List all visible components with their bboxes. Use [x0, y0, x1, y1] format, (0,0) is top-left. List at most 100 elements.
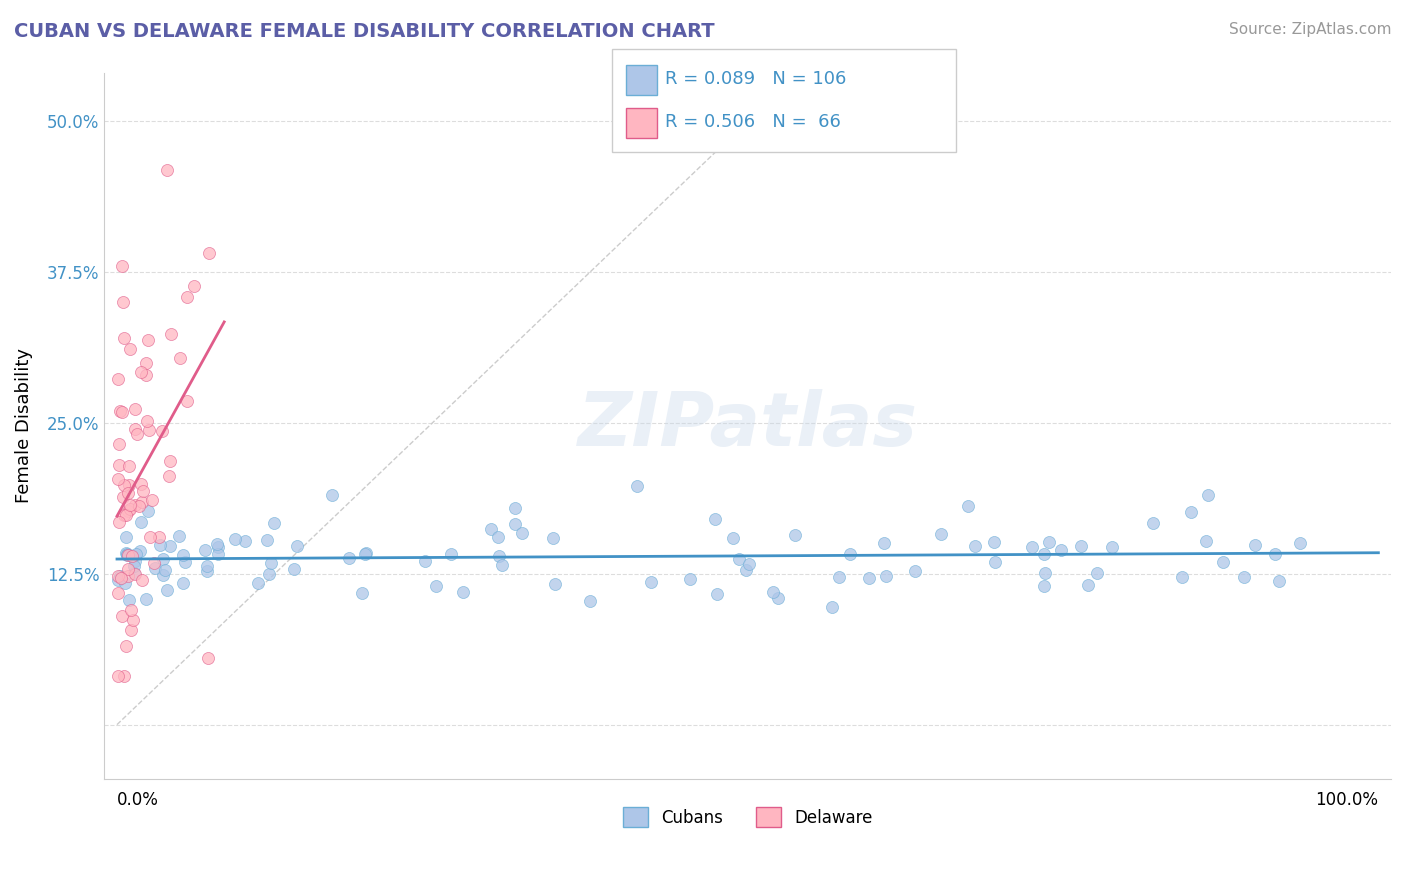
Point	[579, 593, 602, 607]
Point	[112, 669, 135, 683]
Point	[821, 600, 844, 615]
Point	[122, 613, 145, 627]
Point	[107, 458, 129, 472]
Point	[337, 551, 360, 566]
Point	[172, 575, 194, 590]
Point	[114, 639, 136, 653]
Point	[112, 508, 135, 522]
Point	[1142, 516, 1164, 530]
Point	[176, 290, 198, 304]
Point	[176, 393, 198, 408]
Point	[321, 488, 343, 502]
Point	[112, 331, 135, 345]
Point	[159, 454, 181, 468]
Point	[858, 571, 880, 585]
Point	[541, 531, 564, 545]
Point	[224, 532, 246, 546]
Point	[350, 585, 373, 599]
Point	[356, 546, 378, 560]
Point	[260, 556, 283, 570]
Point	[1077, 578, 1099, 592]
Point	[152, 551, 174, 566]
Point	[785, 527, 807, 541]
Point	[413, 554, 436, 568]
Point	[1032, 547, 1054, 561]
Point	[136, 414, 159, 428]
Point	[207, 547, 229, 561]
Point	[108, 568, 131, 582]
Point	[762, 584, 785, 599]
Point	[138, 423, 160, 437]
Point	[183, 279, 205, 293]
Point	[486, 530, 509, 544]
Point	[107, 569, 129, 583]
Point	[1197, 488, 1219, 502]
Point	[124, 566, 146, 580]
Text: 0.0%: 0.0%	[117, 791, 159, 809]
Point	[160, 327, 183, 342]
Point	[440, 547, 463, 561]
Point	[839, 548, 862, 562]
Point	[107, 585, 129, 599]
Point	[1180, 505, 1202, 519]
Point	[766, 591, 789, 605]
Point	[135, 368, 157, 382]
Point	[1195, 533, 1218, 548]
Point	[640, 574, 662, 589]
Point	[129, 477, 152, 491]
Point	[873, 536, 896, 550]
Point	[488, 549, 510, 563]
Point	[118, 478, 141, 492]
Point	[1038, 535, 1060, 549]
Point	[153, 564, 176, 578]
Point	[118, 593, 141, 607]
Point	[112, 478, 135, 492]
Point	[207, 536, 229, 550]
Point	[256, 533, 278, 547]
Point	[735, 563, 758, 577]
Point	[827, 570, 849, 584]
Point	[120, 498, 142, 512]
Point	[172, 548, 194, 562]
Point	[1049, 542, 1071, 557]
Point	[129, 365, 152, 379]
Point	[1264, 547, 1286, 561]
Point	[129, 516, 152, 530]
Point	[120, 623, 142, 637]
Point	[120, 603, 142, 617]
Text: 100.0%: 100.0%	[1316, 791, 1378, 809]
Point	[124, 402, 146, 417]
Point	[1243, 538, 1265, 552]
Text: ZIPatlas: ZIPatlas	[578, 390, 918, 462]
Point	[111, 259, 134, 273]
Point	[117, 561, 139, 575]
Point	[1033, 566, 1056, 580]
Point	[107, 472, 129, 486]
Point	[1170, 570, 1192, 584]
Point	[354, 547, 377, 561]
Point	[111, 608, 134, 623]
Point	[207, 541, 229, 555]
Point	[131, 573, 153, 587]
Point	[148, 530, 170, 544]
Point	[152, 567, 174, 582]
Point	[115, 508, 138, 523]
Point	[503, 501, 526, 516]
Point	[257, 567, 280, 582]
Y-axis label: Female Disability: Female Disability	[15, 349, 32, 503]
Point	[965, 539, 987, 553]
Point	[124, 558, 146, 573]
Point	[132, 484, 155, 499]
Point	[124, 498, 146, 512]
Point	[425, 578, 447, 592]
Point	[107, 574, 129, 588]
Point	[129, 543, 152, 558]
Point	[505, 516, 527, 531]
Text: R = 0.506   N =  66: R = 0.506 N = 66	[665, 113, 841, 131]
Point	[136, 504, 159, 518]
Point	[157, 468, 180, 483]
Point	[107, 669, 129, 683]
Point	[956, 499, 979, 513]
Point	[115, 547, 138, 561]
Point	[543, 577, 565, 591]
